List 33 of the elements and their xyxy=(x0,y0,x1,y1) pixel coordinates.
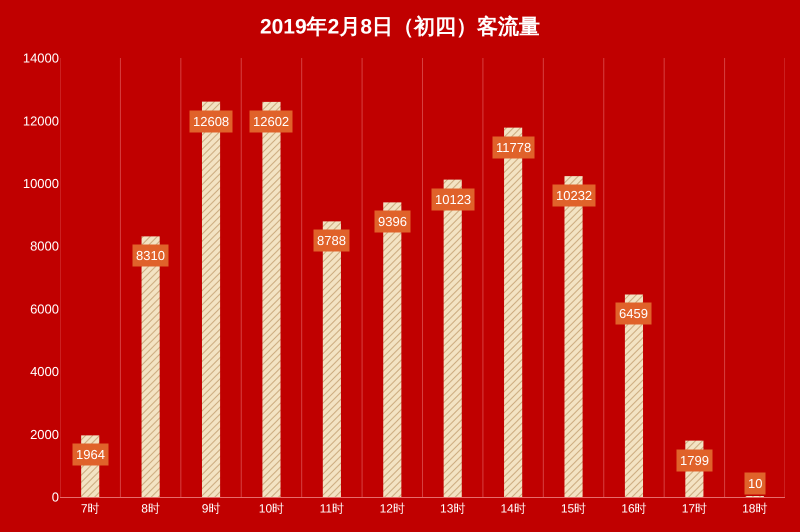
y-tick-label: 10000 xyxy=(22,176,59,191)
data-label: 10123 xyxy=(435,192,472,207)
data-label: 1964 xyxy=(76,447,105,462)
y-tick-label: 12000 xyxy=(22,113,59,128)
x-tick-label: 14时 xyxy=(500,501,526,516)
y-tick-label: 2000 xyxy=(30,426,59,442)
data-label: 10232 xyxy=(556,188,592,203)
x-tick-label: 9时 xyxy=(202,501,220,516)
y-tick-label: 14000 xyxy=(22,50,59,66)
x-tick-label: 8时 xyxy=(141,501,160,516)
x-tick-label: 12时 xyxy=(380,501,405,516)
data-label: 12608 xyxy=(193,114,230,129)
y-tick-label: 8000 xyxy=(30,238,59,254)
data-label: 8788 xyxy=(317,233,346,248)
data-label: 8310 xyxy=(136,248,165,263)
data-label: 6459 xyxy=(619,306,648,321)
x-tick-label: 11时 xyxy=(320,501,344,516)
x-tick-label: 16时 xyxy=(621,501,647,516)
y-tick-label: 4000 xyxy=(30,364,59,380)
y-tick-label: 6000 xyxy=(30,301,59,316)
data-label: 9396 xyxy=(378,214,407,229)
x-tick-label: 13时 xyxy=(440,501,466,516)
data-label: 12602 xyxy=(253,114,290,129)
x-tick-label: 17时 xyxy=(682,501,708,516)
chart-title: 2019年2月8日（初四）客流量 xyxy=(260,14,540,38)
data-label: 11778 xyxy=(496,140,532,155)
y-tick-label: 0 xyxy=(52,490,59,505)
x-tick-label: 15时 xyxy=(560,501,586,516)
data-label: 10 xyxy=(748,476,762,491)
data-label: 1799 xyxy=(680,453,709,468)
x-tick-label: 10时 xyxy=(258,501,284,516)
x-tick-label: 18时 xyxy=(742,501,768,516)
x-tick-label: 7时 xyxy=(80,501,100,516)
